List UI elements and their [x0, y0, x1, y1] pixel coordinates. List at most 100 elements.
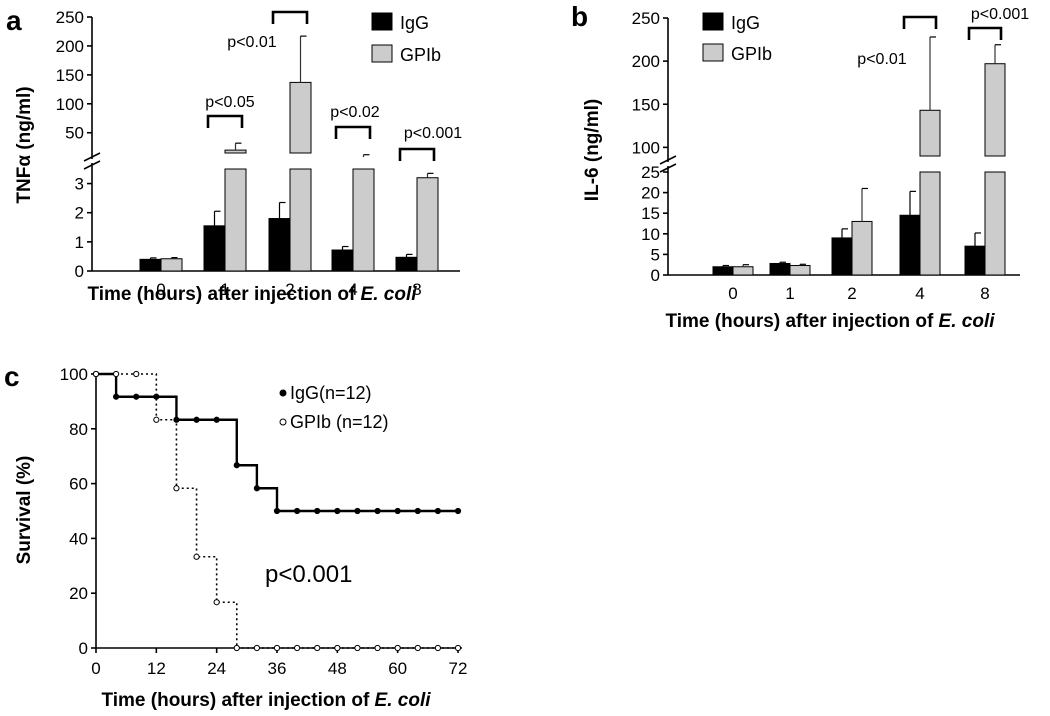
y-tick-label: 50 — [65, 124, 84, 143]
x-tick-label: 36 — [268, 659, 287, 678]
bar-igg — [712, 266, 734, 276]
survival-point-gpib — [133, 370, 140, 378]
bar-igg — [139, 258, 162, 272]
bar-gpib — [789, 265, 811, 276]
panel-a-tnf-chart: a TNFα (ng/ml) 0 1 2 3 50 100 150 200 250 0 1 2 4 8 p… — [6, 5, 462, 305]
y-tick-label: 100 — [56, 95, 84, 114]
legend-swatch-igg — [702, 12, 724, 31]
legend-marker-igg — [279, 389, 287, 397]
panel-a-bars — [139, 35, 439, 272]
survival-point-gpib — [294, 644, 301, 652]
survival-point-gpib — [334, 644, 341, 652]
survival-point-igg — [454, 507, 462, 515]
survival-point-gpib — [314, 644, 321, 652]
bar-igg — [899, 214, 921, 276]
y-tick-label: 100 — [632, 138, 660, 157]
survival-point-gpib — [213, 599, 220, 606]
survival-point-gpib — [113, 370, 120, 378]
legend-swatch-igg — [371, 12, 393, 31]
bar-gpib-lower — [224, 168, 247, 272]
y-tick-label: 20 — [641, 184, 660, 203]
x-tick-label: 8 — [412, 280, 421, 299]
survival-point-gpib — [394, 644, 401, 652]
x-tick-label: 4 — [348, 280, 357, 299]
x-tick-label: 0 — [91, 659, 100, 678]
survival-point-gpib — [153, 416, 160, 423]
survival-point-igg — [354, 507, 361, 515]
survival-point-igg — [213, 416, 220, 423]
panel-b-letter: b — [571, 1, 588, 32]
x-tick-label: 72 — [449, 659, 468, 678]
y-tick-label: 250 — [56, 8, 84, 27]
y-tick-label: 2 — [75, 204, 84, 223]
axis-break-mark — [659, 155, 677, 165]
survival-point-gpib — [233, 644, 240, 652]
survival-point-gpib — [253, 644, 260, 652]
survival-point-igg — [314, 507, 321, 515]
survival-point-gpib — [414, 644, 421, 652]
bar-igg — [203, 225, 226, 272]
bar-gpib-upper — [984, 63, 1006, 157]
x-tick-label: 2 — [847, 284, 856, 303]
bar-gpib — [851, 220, 873, 276]
bar-gpib-upper — [289, 81, 312, 154]
significance-bracket — [271, 10, 309, 24]
y-tick-label: 10 — [641, 225, 660, 244]
legend-swatch-gpib — [702, 43, 724, 62]
panel-b-ylabel: IL-6 (ng/ml) — [582, 99, 603, 201]
significance-bracket — [902, 15, 938, 29]
survival-point-gpib — [454, 644, 462, 652]
panel-b-legend: IgG GPIb — [702, 12, 772, 64]
panel-b-xlabel: Time (hours) after injection of E. coli — [665, 311, 995, 332]
x-tick-label: 2 — [285, 280, 294, 299]
survival-point-igg — [434, 507, 441, 515]
significance-bracket — [398, 147, 436, 161]
panel-a-letter: a — [6, 5, 22, 36]
x-tick-label: 12 — [147, 659, 166, 678]
y-tick-label: 200 — [632, 52, 660, 71]
survival-point-igg — [414, 507, 421, 515]
panel-a-xlabel: Time (hours) after injection of E. coli — [87, 284, 417, 305]
y-tick-label: 60 — [69, 475, 88, 494]
survival-point-gpib — [434, 644, 441, 652]
y-tick-label: 0 — [79, 639, 88, 658]
survival-point-gpib — [374, 644, 381, 652]
panel-c-xlabel: Time (hours) after injection of E. coli — [101, 690, 431, 711]
x-tick-label: 0 — [156, 280, 165, 299]
axis-break-mark — [659, 163, 677, 173]
bar-gpib-lower — [289, 168, 312, 272]
y-tick-label: 100 — [60, 365, 88, 384]
significance-bracket — [206, 114, 244, 128]
panel-c-legend: IgG(n=12) GPIb (n=12) — [279, 383, 389, 432]
bar-igg — [268, 218, 291, 272]
panel-c-axes: 0 12 24 36 48 60 72 0 20 40 60 80 100 — [60, 365, 468, 678]
bar-igg — [831, 237, 853, 276]
bar-igg — [395, 256, 418, 272]
panel-c-survival-chart: c Survival (%) 0 12 24 36 48 60 72 0 20 40 60 80 100… — [4, 361, 467, 711]
y-tick-label: 80 — [69, 420, 88, 439]
legend-label-igg: IgG — [400, 13, 429, 33]
significance-label: p<0.02 — [330, 104, 379, 121]
significance-label: p<0.001 — [971, 6, 1029, 23]
legend-label-igg: IgG — [731, 13, 760, 33]
bar-gpib — [732, 266, 754, 276]
axis-break-mark — [83, 160, 101, 170]
significance-bracket — [334, 125, 372, 139]
survival-point-gpib — [193, 553, 200, 560]
significance-label: p<0.001 — [404, 125, 462, 142]
y-tick-label: 40 — [69, 529, 88, 548]
y-tick-label: 200 — [56, 37, 84, 56]
bar-igg — [331, 249, 354, 272]
significance-label: p<0.05 — [205, 94, 254, 111]
legend-label-igg: IgG(n=12) — [290, 383, 372, 403]
legend-label-gpib: GPIb (n=12) — [290, 412, 389, 432]
y-tick-label: 25 — [641, 163, 660, 182]
survival-point-gpib — [173, 485, 180, 492]
y-tick-label: 250 — [632, 9, 660, 28]
legend-marker-gpib — [279, 418, 287, 426]
survival-point-igg — [193, 416, 200, 423]
bar-gpib-upper — [224, 149, 247, 154]
